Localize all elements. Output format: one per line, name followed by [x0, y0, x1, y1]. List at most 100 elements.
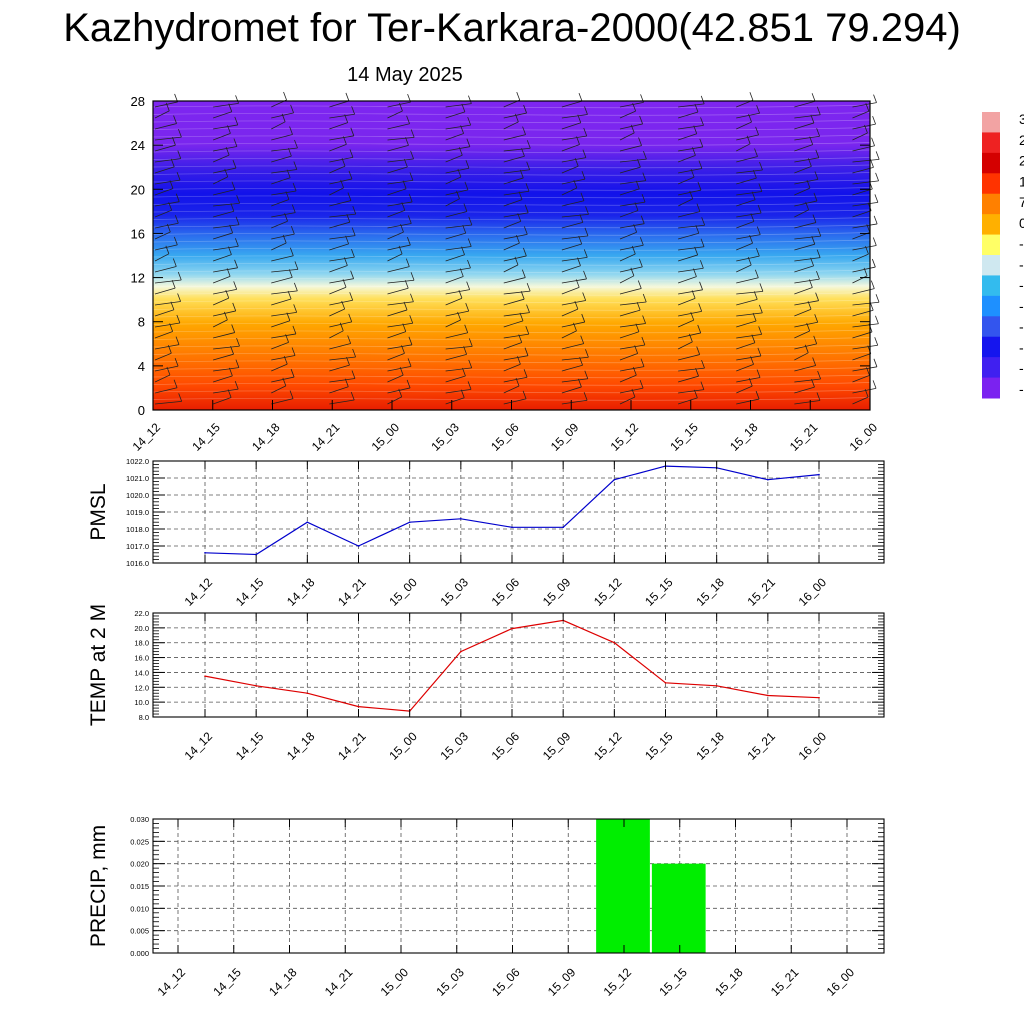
wind-barb: [678, 246, 705, 251]
wind-barb: [619, 180, 646, 185]
wind-barb-flag: [639, 380, 644, 389]
wind-barb-flag: [346, 356, 350, 366]
wind-barb: [678, 111, 699, 119]
wind-barb: [154, 144, 176, 152]
wind-barb: [213, 245, 239, 251]
wind-barb: [736, 212, 762, 218]
wind-barb-flag: [235, 216, 240, 225]
wind-barb: [503, 398, 527, 405]
x-tick-label: 14_15: [233, 575, 267, 609]
wind-barb-flag: [468, 359, 473, 369]
wind-barb-flag: [874, 194, 879, 203]
wind-barb: [736, 333, 762, 339]
wind-barb-flag: [585, 206, 589, 215]
wind-barb-flag: [875, 151, 880, 160]
wind-barb: [154, 374, 171, 383]
wind-barb: [794, 178, 819, 185]
wind-barb-flag: [522, 390, 527, 399]
colorbar-label: -: [1019, 381, 1024, 397]
wind-barb: [271, 311, 297, 317]
data-point: [613, 478, 616, 481]
wind-barb-flag: [292, 325, 297, 335]
wind-barb-flag: [291, 347, 296, 356]
wind-barb: [794, 300, 819, 306]
wind-barb-flag: [290, 226, 295, 235]
wind-barb: [213, 167, 237, 174]
y-tick-label: 0.030: [130, 815, 149, 824]
wind-barb-flag: [582, 292, 587, 301]
wind-barb: [445, 124, 471, 130]
wind-barb: [445, 167, 470, 174]
wind-barb: [154, 387, 178, 394]
y-axis-label: PMSL: [87, 483, 110, 540]
wind-barb: [445, 189, 469, 196]
wind-barb: [445, 375, 466, 383]
wind-barb: [271, 276, 293, 284]
y-tick-label: 1021.0: [126, 474, 149, 483]
wind-barb-flag: [234, 259, 238, 268]
wind-barb: [329, 399, 355, 405]
wind-barb-flag: [464, 324, 469, 333]
wind-barb: [271, 177, 291, 185]
wind-barb-flag: [174, 215, 179, 224]
wind-barb: [677, 198, 693, 207]
wind-barb: [329, 143, 347, 152]
x-tick-label: 14_15: [189, 420, 223, 454]
x-tick-label: 15_12: [601, 965, 635, 999]
wind-barb: [329, 213, 356, 218]
forecast-date: 14 May 2025: [347, 64, 463, 86]
contour-line: [152, 359, 871, 364]
wind-barb-flag: [523, 226, 528, 235]
wind-barb-flag: [230, 203, 235, 212]
wind-barb: [503, 233, 528, 240]
data-point: [357, 545, 360, 547]
wind-barb-flag: [579, 214, 584, 223]
x-tick-label: 14_21: [335, 729, 369, 763]
wind-barb: [852, 344, 878, 350]
wind-barb: [561, 378, 588, 383]
data-point: [460, 518, 462, 520]
wind-barb: [678, 375, 699, 383]
wind-barb: [329, 243, 349, 251]
wind-barb-flag: [638, 258, 643, 267]
wind-barb: [794, 343, 817, 350]
wind-barb-flag: [406, 379, 411, 389]
wind-barb-flag: [178, 128, 182, 138]
data-point: [715, 685, 718, 687]
precip-bar: [596, 819, 650, 953]
wind-barb-flag: [699, 260, 704, 269]
wind-barb-flag: [232, 159, 237, 169]
wind-barb-flag: [288, 147, 292, 157]
wind-barb-flag: [462, 367, 466, 377]
wind-barb-flag: [697, 181, 702, 191]
wind-barb-flag: [580, 335, 585, 344]
wind-barb: [678, 232, 699, 240]
wind-barb-flag: [467, 117, 472, 126]
wind-barb-flag: [352, 348, 356, 358]
wind-barb: [213, 388, 239, 394]
x-tick-label: 16_00: [847, 420, 881, 454]
precip-bar: [651, 863, 706, 953]
wind-barb: [503, 290, 531, 295]
wind-barb: [271, 333, 296, 339]
data-point: [664, 682, 667, 684]
wind-barb-flag: [875, 294, 880, 303]
wind-barb-flag: [524, 204, 529, 213]
data-point: [613, 641, 616, 644]
wind-barb: [736, 199, 756, 207]
temperature-line-chart: 8.0 10.0 12.0 14.0 16.0 18.0 20.0 22.0 14_12 14_1…: [87, 604, 885, 763]
wind-barb: [619, 188, 640, 196]
wind-barb: [387, 110, 403, 119]
wind-barb: [794, 187, 811, 196]
wind-barb: [736, 255, 760, 262]
wind-barb: [329, 100, 350, 108]
wind-barb-flag: [871, 137, 875, 146]
wind-barb: [736, 242, 753, 251]
wind-barb: [154, 331, 173, 339]
wind-barb-flag: [467, 259, 471, 269]
wind-barb: [445, 211, 468, 218]
wind-barb-flag: [351, 227, 356, 236]
wind-barb: [212, 397, 232, 405]
wind-barb: [736, 364, 754, 372]
wind-barb-flag: [701, 217, 706, 226]
